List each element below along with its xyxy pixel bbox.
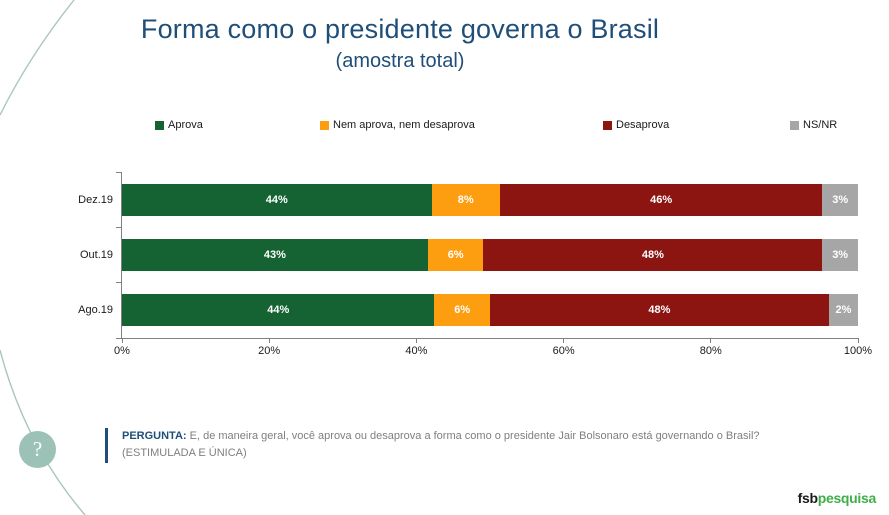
legend-item: Nem aprova, nem desaprova <box>320 119 475 131</box>
question-mark-icon: ? <box>32 437 43 461</box>
bar-value-label: 3% <box>832 193 849 206</box>
y-axis-tick <box>116 171 121 173</box>
question-note: (ESTIMULADA E ÚNICA) <box>122 447 247 459</box>
y-axis-tick <box>116 337 121 339</box>
page-title: Forma como o presidente governa o Brasil <box>140 14 660 44</box>
legend-label: NS/NR <box>803 119 838 131</box>
legend-label: Aprova <box>168 119 203 131</box>
bar-value-label: 43% <box>263 249 286 261</box>
question-text: PERGUNTA: E, de maneira geral, você apro… <box>122 428 760 463</box>
bar-value-label: 6% <box>447 249 464 261</box>
bar-segment: 3% <box>822 183 858 216</box>
bar-segment: 46% <box>499 183 823 216</box>
legend-swatch-icon <box>603 120 612 130</box>
question-body: E, de maneira geral, você aprova ou desa… <box>189 430 760 442</box>
x-axis-tick-label: 20% <box>258 345 281 357</box>
brand-logo-pesquisa: pesquisa <box>817 490 877 506</box>
x-axis-tick <box>121 339 123 343</box>
chart-plot: Dez.19 44% 8% 46% 3% Out.19 43% 6% 48% 3% Ago.19 44… <box>78 171 872 357</box>
bar-value-label: 8% <box>457 193 474 206</box>
x-axis-tick-label: 60% <box>552 345 575 357</box>
bar-value-label: 3% <box>832 249 849 261</box>
bar-value-label: 44% <box>265 193 288 206</box>
x-axis-tick-label: 100% <box>843 345 873 357</box>
brand-logo-fsb: fsb <box>797 490 818 506</box>
category-label: Out.19 <box>79 249 113 261</box>
legend-label: Nem aprova, nem desaprova <box>333 119 475 131</box>
chart-legend: Aprova Nem aprova, nem desaprova Desaprova… <box>122 119 858 135</box>
x-axis-tick-label: 0% <box>114 345 130 357</box>
x-axis-tick <box>710 339 712 343</box>
bar-row: Ago.19 44% 6% 48% 2% <box>78 294 858 327</box>
bar-value-label: 48% <box>641 249 664 261</box>
bar-value-label: 2% <box>835 304 852 317</box>
x-axis-tick <box>415 339 417 343</box>
legend-label: Desaprova <box>616 119 670 131</box>
legend-item: Desaprova <box>603 119 669 131</box>
bar-segment: 6% <box>434 294 490 327</box>
page-subtitle: (amostra total) <box>335 50 465 72</box>
y-axis-line <box>121 172 122 339</box>
legend-swatch-icon <box>790 120 799 130</box>
legend-item: Aprova <box>155 119 203 131</box>
x-axis-tick-label: 40% <box>405 345 428 357</box>
bar-segment: 44% <box>122 183 432 216</box>
bar-segment: 3% <box>822 239 858 271</box>
y-axis-tick <box>116 226 121 228</box>
question-label: PERGUNTA: <box>122 430 187 442</box>
bar-value-label: 48% <box>648 304 671 317</box>
bar-row: Dez.19 44% 8% 46% 3% <box>78 183 858 216</box>
x-axis-tick-label: 80% <box>699 345 722 357</box>
x-axis-line <box>121 338 859 339</box>
bar-segment: 2% <box>828 294 858 327</box>
bar-segment: 43% <box>122 239 428 271</box>
legend-swatch-icon <box>320 120 329 130</box>
bar-segment: 48% <box>483 239 823 271</box>
bar-value-label: 46% <box>650 193 673 206</box>
bar-segment: 8% <box>431 183 500 216</box>
x-axis-tick <box>857 339 859 343</box>
category-label: Ago.19 <box>78 304 113 317</box>
legend-item: NS/NR <box>790 119 837 131</box>
help-badge: ? <box>19 431 56 468</box>
bar-value-label: 6% <box>454 304 471 317</box>
bar-value-label: 44% <box>267 304 290 317</box>
bar-row: Out.19 43% 6% 48% 3% <box>80 239 858 271</box>
question-block: PERGUNTA: E, de maneira geral, você apro… <box>105 428 805 463</box>
bar-segment: 44% <box>122 294 435 327</box>
x-axis-tick <box>563 339 565 343</box>
x-axis-tick <box>268 339 270 343</box>
bar-segment: 6% <box>427 239 484 271</box>
legend-swatch-icon <box>155 120 164 130</box>
brand-logo: fsbpesquisa <box>797 490 877 506</box>
bar-segment: 48% <box>490 294 829 327</box>
y-axis-tick <box>116 282 121 284</box>
category-label: Dez.19 <box>78 193 113 206</box>
question-accent-bar <box>105 428 108 463</box>
